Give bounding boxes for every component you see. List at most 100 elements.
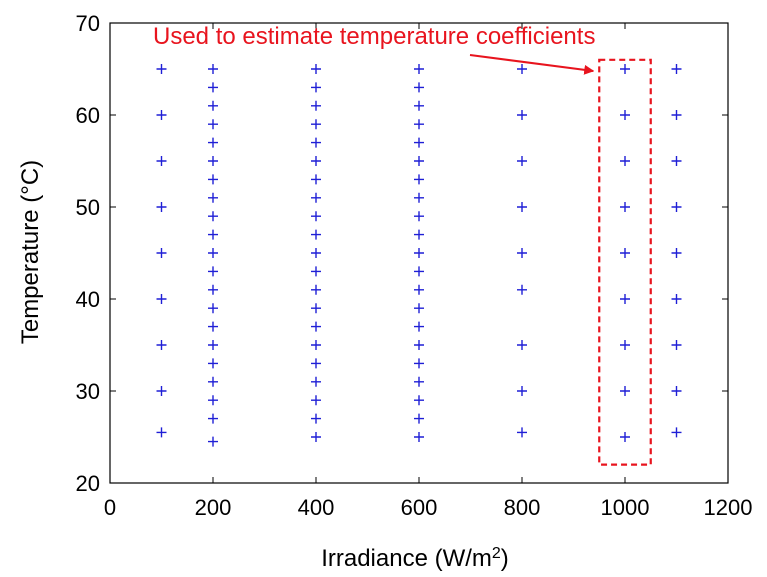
data-point <box>414 266 424 277</box>
data-point <box>517 386 527 396</box>
data-point <box>671 156 682 166</box>
data-point <box>620 248 630 258</box>
data-point <box>414 82 424 93</box>
data-point <box>517 156 527 166</box>
data-point <box>208 303 218 314</box>
y-tick-label: 40 <box>76 287 100 312</box>
data-point <box>156 202 167 212</box>
highlight-box <box>598 58 652 466</box>
data-point <box>208 284 218 295</box>
y-tick-label: 50 <box>76 195 100 220</box>
data-point <box>517 110 527 120</box>
data-point <box>671 294 682 304</box>
data-point <box>311 303 321 314</box>
data-point <box>156 340 167 350</box>
data-point <box>208 413 218 424</box>
data-point <box>620 294 630 304</box>
y-tick-label: 60 <box>76 103 100 128</box>
data-point <box>311 229 321 240</box>
data-point <box>208 174 218 185</box>
annotation-text: Used to estimate temperature coefficient… <box>153 23 595 50</box>
data-point <box>414 284 424 295</box>
data-point <box>156 248 167 258</box>
data-point <box>208 266 218 277</box>
data-point <box>414 340 424 350</box>
data-point <box>156 156 167 166</box>
data-point <box>156 64 167 74</box>
x-tick-label: 1200 <box>704 495 753 520</box>
data-point <box>156 386 167 396</box>
data-point <box>208 340 218 350</box>
data-point <box>414 432 424 442</box>
data-point <box>671 386 682 396</box>
data-point <box>208 156 218 166</box>
data-point <box>671 64 682 74</box>
data-point <box>311 413 321 424</box>
y-tick-label: 30 <box>76 379 100 404</box>
data-point <box>311 432 321 442</box>
y-tick-label: 70 <box>76 11 100 36</box>
data-point <box>208 395 218 406</box>
data-point <box>311 100 321 111</box>
data-point <box>414 248 424 258</box>
data-point <box>208 211 218 222</box>
x-tick-label: 600 <box>401 495 438 520</box>
data-point <box>671 427 682 438</box>
data-point <box>311 64 321 74</box>
data-point <box>620 202 630 212</box>
data-point <box>671 110 682 120</box>
data-point <box>156 110 167 120</box>
data-point <box>620 432 630 442</box>
data-point <box>517 284 527 295</box>
y-axis-ticks: 20 30 40 50 60 70 <box>76 11 728 496</box>
x-tick-label: 200 <box>195 495 232 520</box>
data-point <box>311 248 321 258</box>
data-point <box>414 192 424 203</box>
data-point <box>208 100 218 111</box>
data-point <box>311 174 321 185</box>
data-point <box>311 376 321 387</box>
data-point <box>414 229 424 240</box>
data-point <box>414 413 424 424</box>
data-point <box>414 119 424 130</box>
data-point <box>517 64 527 74</box>
data-point <box>414 395 424 406</box>
data-point <box>156 427 167 438</box>
data-point <box>208 248 218 258</box>
data-point <box>414 64 424 74</box>
data-point <box>414 137 424 148</box>
data-point <box>414 211 424 222</box>
data-point <box>671 248 682 258</box>
data-point <box>671 340 682 350</box>
data-point <box>208 119 218 130</box>
data-points <box>156 64 682 447</box>
data-point <box>208 321 218 332</box>
data-point <box>208 64 218 74</box>
data-point <box>620 340 630 350</box>
data-point <box>311 82 321 93</box>
data-point <box>311 211 321 222</box>
x-tick-label: 800 <box>504 495 541 520</box>
data-point <box>311 119 321 130</box>
data-point <box>414 303 424 314</box>
data-point <box>311 358 321 369</box>
data-point <box>311 340 321 350</box>
data-point <box>517 340 527 350</box>
data-point <box>208 436 218 447</box>
data-point <box>620 156 630 166</box>
data-point <box>311 284 321 295</box>
data-point <box>620 110 630 120</box>
data-point <box>414 156 424 166</box>
data-point <box>517 202 527 212</box>
data-point <box>620 64 630 74</box>
data-point <box>156 294 167 304</box>
data-point <box>517 427 527 438</box>
data-point <box>311 156 321 166</box>
data-point <box>311 137 321 148</box>
data-point <box>311 192 321 203</box>
x-tick-label: 1000 <box>601 495 650 520</box>
y-tick-label: 20 <box>76 471 100 496</box>
data-point <box>208 358 218 369</box>
annotation-arrow <box>469 54 595 75</box>
